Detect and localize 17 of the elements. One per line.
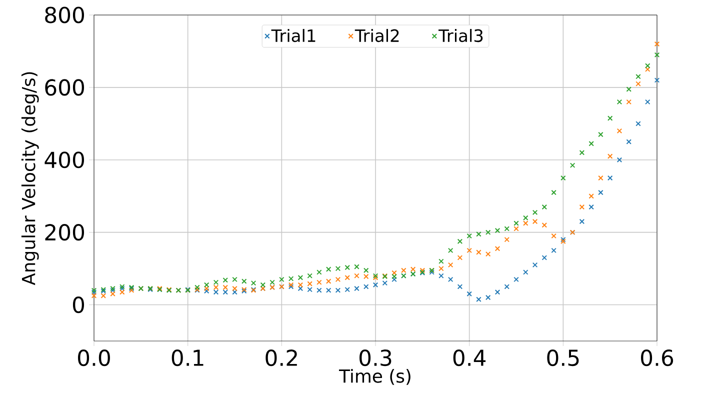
x-tick-label: 0.1 xyxy=(172,350,204,366)
x-tick-label: 0.5 xyxy=(547,350,579,366)
y-tick-label: 600 xyxy=(45,79,84,96)
x-tick-label: 0.2 xyxy=(266,350,297,366)
legend-label: Trial3 xyxy=(438,28,483,42)
legend-label: Trial2 xyxy=(354,28,399,42)
x-axis-title: Time (s) xyxy=(338,368,410,385)
y-tick-label: 400 xyxy=(44,152,84,168)
x-tick-label: 0.0 xyxy=(78,350,110,366)
y-tick-label: 800 xyxy=(45,6,84,24)
x-tick-label: 0.6 xyxy=(641,350,674,366)
y-tick-label: 0 xyxy=(72,296,84,314)
legend-label: Trial1 xyxy=(271,28,316,42)
x-tick-label: 0.3 xyxy=(360,350,392,366)
y-tick-label: 200 xyxy=(45,224,84,241)
y-axis-title: Angular Velocity (deg/s) xyxy=(21,72,39,286)
x-tick-label: 0.4 xyxy=(453,350,486,366)
